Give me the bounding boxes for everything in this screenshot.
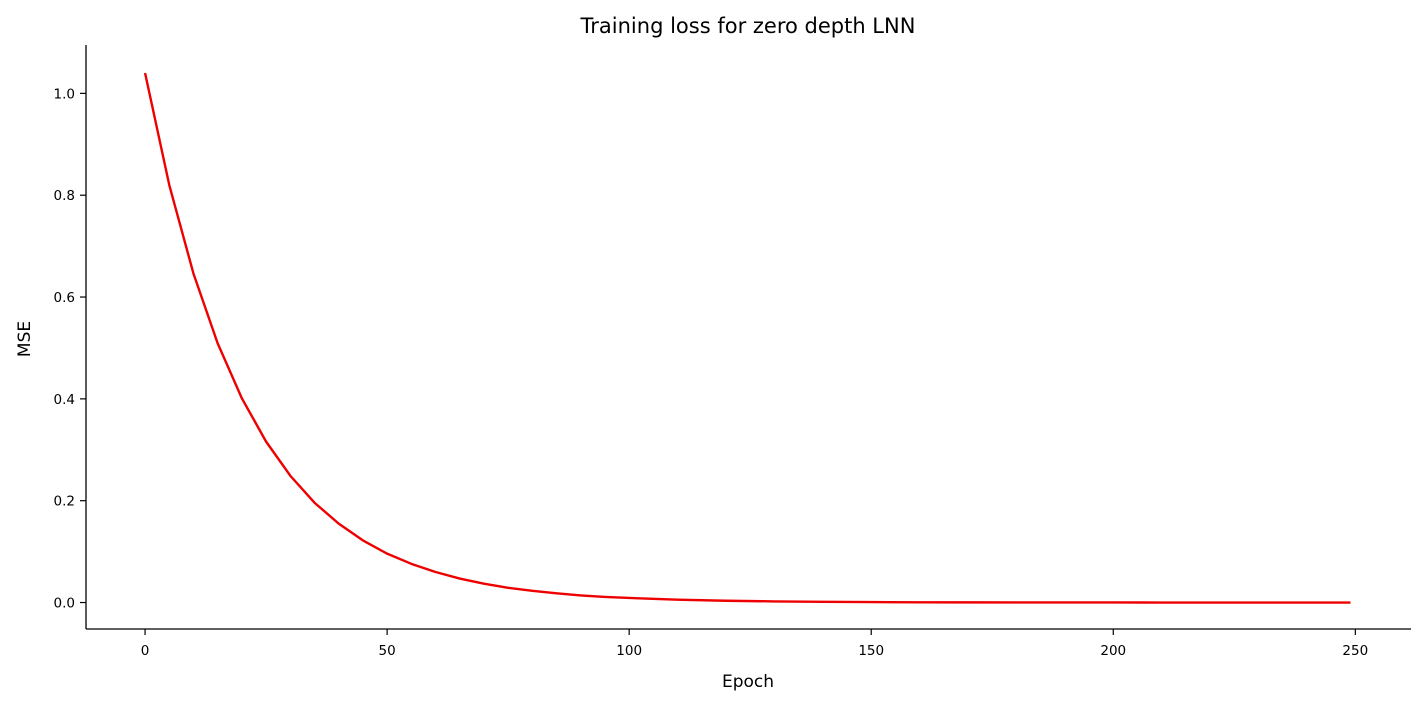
y-tick-label: 0.8 bbox=[54, 188, 75, 204]
x-tick-label: 200 bbox=[1100, 643, 1126, 659]
x-tick-label: 250 bbox=[1342, 643, 1368, 659]
x-tick-label: 150 bbox=[858, 643, 884, 659]
x-tick-label: 100 bbox=[616, 643, 642, 659]
chart-title: Training loss for zero depth LNN bbox=[580, 14, 916, 38]
x-axis-label: Epoch bbox=[722, 672, 774, 692]
y-tick-label: 0.2 bbox=[54, 494, 75, 510]
y-tick-label: 1.0 bbox=[54, 86, 75, 102]
x-axis-ticks: 0 50 100 150 200 250 bbox=[141, 629, 1368, 659]
y-tick-label: 0.0 bbox=[54, 596, 75, 612]
y-tick-label: 0.6 bbox=[54, 290, 75, 306]
x-tick-label: 50 bbox=[379, 643, 396, 659]
x-tick-label: 0 bbox=[141, 643, 150, 659]
y-axis-label: MSE bbox=[15, 321, 35, 357]
series-line-mse bbox=[143, 72, 1351, 604]
y-axis-ticks: 0.0 0.2 0.4 0.6 0.8 1.0 bbox=[54, 86, 86, 612]
y-tick-label: 0.4 bbox=[54, 392, 75, 408]
